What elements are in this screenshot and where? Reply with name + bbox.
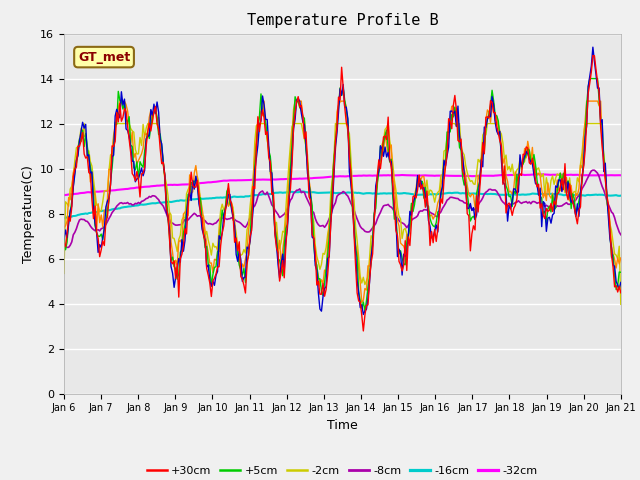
-32cm [303, 176, 311, 181]
+30cm [360, 328, 367, 334]
+30cm [129, 171, 136, 177]
-16cm [226, 194, 234, 200]
X-axis label: Time: Time [327, 419, 358, 432]
Y-axis label: Temperature(C): Temperature(C) [22, 165, 35, 263]
-2cm [305, 180, 313, 186]
+15cm [244, 246, 252, 252]
+15cm [303, 170, 311, 176]
+5cm [589, 76, 596, 82]
0cm [617, 255, 625, 261]
Line: +5cm: +5cm [64, 79, 621, 311]
-32cm [254, 177, 262, 182]
-32cm [617, 172, 625, 178]
-16cm [60, 216, 68, 221]
-16cm [129, 203, 136, 209]
Text: GT_met: GT_met [78, 50, 130, 63]
-8cm [589, 167, 596, 173]
+15cm [360, 312, 367, 317]
+5cm [226, 200, 234, 206]
+5cm [617, 269, 625, 275]
-16cm [254, 192, 262, 198]
+15cm [60, 237, 68, 243]
+15cm [129, 158, 136, 164]
-2cm [246, 203, 254, 209]
+5cm [244, 252, 252, 258]
-2cm [588, 120, 595, 126]
+5cm [586, 76, 594, 82]
-16cm [588, 192, 595, 198]
-8cm [226, 216, 234, 222]
+5cm [254, 125, 262, 131]
Line: +30cm: +30cm [64, 56, 621, 331]
+30cm [254, 114, 262, 120]
+30cm [60, 240, 68, 246]
0cm [305, 177, 313, 183]
Line: -2cm: -2cm [64, 123, 621, 304]
0cm [358, 300, 365, 305]
-2cm [130, 129, 138, 135]
+30cm [226, 197, 234, 203]
-2cm [255, 120, 263, 126]
-8cm [617, 232, 625, 238]
Line: -32cm: -32cm [64, 174, 621, 195]
0cm [130, 155, 138, 161]
-32cm [535, 171, 543, 177]
-16cm [617, 193, 625, 199]
+30cm [589, 53, 596, 59]
+15cm [617, 279, 625, 285]
+5cm [129, 144, 136, 149]
+15cm [589, 44, 596, 50]
-8cm [303, 197, 311, 203]
-8cm [129, 202, 136, 208]
+30cm [588, 69, 595, 75]
+30cm [303, 160, 311, 166]
-16cm [305, 190, 313, 195]
0cm [60, 224, 68, 230]
0cm [228, 199, 236, 205]
+30cm [244, 252, 252, 257]
-8cm [586, 171, 594, 177]
-32cm [226, 178, 234, 183]
-32cm [588, 172, 595, 178]
-8cm [254, 193, 262, 199]
-8cm [244, 218, 252, 224]
+15cm [588, 63, 595, 69]
-32cm [129, 185, 136, 191]
-32cm [244, 177, 252, 183]
-2cm [81, 120, 88, 126]
0cm [246, 217, 254, 223]
+5cm [361, 308, 369, 313]
-16cm [244, 193, 252, 199]
-16cm [299, 189, 307, 194]
Legend: +30cm, +15cm, +5cm, 0cm, -2cm, -8cm, -16cm, -32cm: +30cm, +15cm, +5cm, 0cm, -2cm, -8cm, -16… [142, 462, 543, 480]
+30cm [617, 290, 625, 296]
Line: -16cm: -16cm [64, 192, 621, 218]
-2cm [617, 301, 625, 307]
-32cm [60, 192, 68, 198]
-2cm [60, 271, 68, 276]
Line: 0cm: 0cm [64, 101, 621, 302]
+5cm [60, 235, 68, 241]
Line: +15cm: +15cm [64, 47, 621, 314]
Title: Temperature Profile B: Temperature Profile B [246, 13, 438, 28]
-2cm [228, 200, 236, 206]
+5cm [303, 160, 311, 166]
0cm [255, 114, 263, 120]
+15cm [254, 143, 262, 148]
+15cm [226, 192, 234, 197]
-8cm [60, 244, 68, 250]
Line: -8cm: -8cm [64, 170, 621, 247]
0cm [116, 98, 124, 104]
0cm [589, 98, 596, 104]
